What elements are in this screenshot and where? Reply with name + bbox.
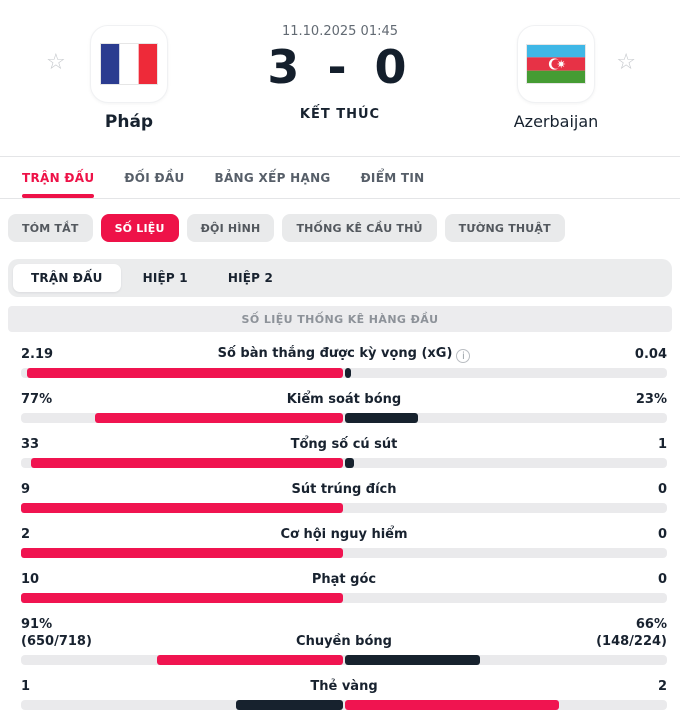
stat-label: Sút trúng đích (291, 482, 397, 497)
azerbaijan-flag-icon (526, 44, 586, 84)
stat-row: 1 Thẻ vàng 2 (21, 678, 667, 710)
stat-row: 2.19 Số bàn thắng được kỳ vọng (xG) i 0.0… (21, 346, 667, 378)
stat-bar-track (21, 503, 667, 513)
sub-tab-label: TƯỜNG THUẬT (458, 221, 551, 235)
nav-tab-label: TRẬN ĐẤU (22, 170, 95, 185)
stat-bar-away-segment (345, 655, 480, 665)
stat-bar-track (21, 548, 667, 558)
match-datetime: 11.10.2025 01:45 (281, 24, 399, 39)
stat-away-value: 0 (657, 482, 667, 497)
period-tab[interactable]: TRẬN ĐẤU (13, 264, 121, 292)
stat-bar-home-segment (21, 503, 343, 513)
stat-label: Số bàn thắng được kỳ vọng (xG) i (21, 345, 667, 363)
stat-label: Chuyền bóng (296, 634, 392, 649)
period-tab-label: HIỆP 2 (227, 271, 274, 285)
period-tab[interactable]: HIỆP 1 (125, 264, 206, 292)
period-tab[interactable]: HIỆP 2 (210, 264, 291, 292)
stat-away-value: 1 (657, 437, 667, 452)
stat-away-value: 2 (657, 679, 667, 694)
stat-home-value: 77% (21, 392, 53, 407)
main-tab-bar: TRẬN ĐẤU ĐỐI ĐẦU BẢNG XẾP HẠNG ĐIỂM TIN (0, 156, 680, 199)
stat-bar-away-segment (345, 413, 419, 423)
nav-tab-label: BẢNG XẾP HẠNG (214, 170, 331, 185)
nav-tab[interactable]: ĐIỂM TIN (361, 157, 425, 198)
home-team[interactable]: Pháp (90, 25, 168, 132)
sub-tab-label: ĐỘI HÌNH (200, 221, 261, 235)
away-team-card (517, 25, 595, 103)
stat-home-subvalue: (650/718) (21, 634, 92, 649)
sub-tab-label: SỐ LIỆU (114, 221, 165, 235)
sub-tab-label: THỐNG KÊ CẦU THỦ (296, 221, 423, 235)
stat-bar-home-segment (156, 655, 343, 665)
stat-bar-home-segment (26, 368, 343, 378)
sub-tab-chip[interactable]: THỐNG KÊ CẦU THỦ (282, 214, 437, 242)
stat-home-value: 2.19 (21, 347, 54, 362)
favorite-star-icon[interactable]: ☆ (46, 50, 66, 75)
sub-tab-chip[interactable]: SỐ LIỆU (100, 214, 179, 242)
stat-bar-home-segment (21, 548, 343, 558)
period-tab-label: TRẬN ĐẤU (31, 271, 103, 285)
stat-label: Tổng số cú sút (290, 437, 398, 452)
nav-tab[interactable]: ĐỐI ĐẦU (124, 157, 184, 198)
stat-home-value: 10 (21, 572, 40, 587)
stat-away-subvalue: (148/224) (596, 634, 667, 649)
stat-bar-track (21, 655, 667, 665)
stat-away-value: 0 (657, 527, 667, 542)
nav-tab[interactable]: BẢNG XẾP HẠNG (215, 157, 331, 198)
period-tab-label: HIỆP 1 (142, 271, 188, 285)
stat-home-value: 9 (21, 482, 31, 497)
sub-tab-chip[interactable]: TÓM TẮT (8, 214, 93, 242)
stat-bar-track (21, 458, 667, 468)
stat-away-value: 23% (635, 392, 667, 407)
stat-home-value: 91% (650/718) (21, 617, 92, 649)
info-icon[interactable]: i (456, 349, 471, 363)
stat-bar-home-segment (30, 458, 343, 468)
match-score: 3 - 0 (267, 40, 413, 94)
nav-tab-label: ĐIỂM TIN (360, 170, 425, 185)
stat-row: 77% Kiểm soát bóng 23% (21, 391, 667, 423)
stat-bar-away-segment (345, 458, 354, 468)
away-team-name: Azerbaijan (513, 112, 599, 131)
stat-bar-track (21, 700, 667, 710)
match-status: KẾT THÚC (299, 107, 381, 122)
sub-tab-chip[interactable]: TƯỜNG THUẬT (444, 214, 565, 242)
away-team[interactable]: Azerbaijan (514, 25, 598, 131)
nav-tab-label: ĐỐI ĐẦU (124, 170, 185, 185)
stat-home-value: 33 (21, 437, 40, 452)
stat-bar-track (21, 368, 667, 378)
home-team-name: Pháp (104, 112, 154, 132)
favorite-star-icon[interactable]: ☆ (616, 50, 636, 75)
stats-list: 2.19 Số bàn thắng được kỳ vọng (xG) i 0.0… (0, 332, 680, 710)
stat-bar-home-segment (95, 413, 343, 423)
stat-bar-home-segment (21, 593, 343, 603)
stat-bar-home-segment (236, 700, 343, 710)
sub-tab-label: TÓM TẮT (22, 221, 79, 235)
stat-row: 10 Phạt góc 0 (21, 571, 667, 603)
match-header: 11.10.2025 01:45 3 - 0 KẾT THÚC ☆ ☆ Pháp (0, 0, 680, 156)
stat-away-value: 0.04 (634, 347, 667, 362)
stat-row: 9 Sút trúng đích 0 (21, 481, 667, 513)
stat-away-value: 0 (657, 572, 667, 587)
home-team-card (90, 25, 168, 103)
stat-home-value: 2 (21, 527, 31, 542)
stat-bar-track (21, 593, 667, 603)
nav-tab[interactable]: TRẬN ĐẤU (22, 157, 95, 198)
sub-tab-chip[interactable]: ĐỘI HÌNH (186, 214, 275, 242)
france-flag-icon (100, 43, 158, 85)
stat-bar-away-segment (345, 368, 351, 378)
stat-row: 91% (650/718) Chuyền bóng 66% (148/224) (21, 616, 667, 665)
stat-label: Thẻ vàng (310, 679, 378, 694)
stat-row: 2 Cơ hội nguy hiểm 0 (21, 526, 667, 558)
stat-label: Kiểm soát bóng (286, 392, 402, 407)
stat-bar-track (21, 413, 667, 423)
stats-section-title: SỐ LIỆU THỐNG KÊ HÀNG ĐẦU (8, 306, 672, 332)
stat-row: 33 Tổng số cú sút 1 (21, 436, 667, 468)
stat-home-value: 1 (21, 679, 31, 694)
stat-label: Cơ hội nguy hiểm (280, 527, 408, 542)
sub-tab-bar: TÓM TẮT SỐ LIỆU ĐỘI HÌNH THỐNG KÊ CẦU THỦ TƯ… (0, 199, 680, 258)
stat-bar-away-segment (345, 700, 560, 710)
stat-away-value: 66% (148/224) (596, 617, 667, 649)
stat-label: Phạt góc (311, 572, 377, 587)
period-tab-bar: TRẬN ĐẤU HIỆP 1 HIỆP 2 (8, 259, 672, 297)
